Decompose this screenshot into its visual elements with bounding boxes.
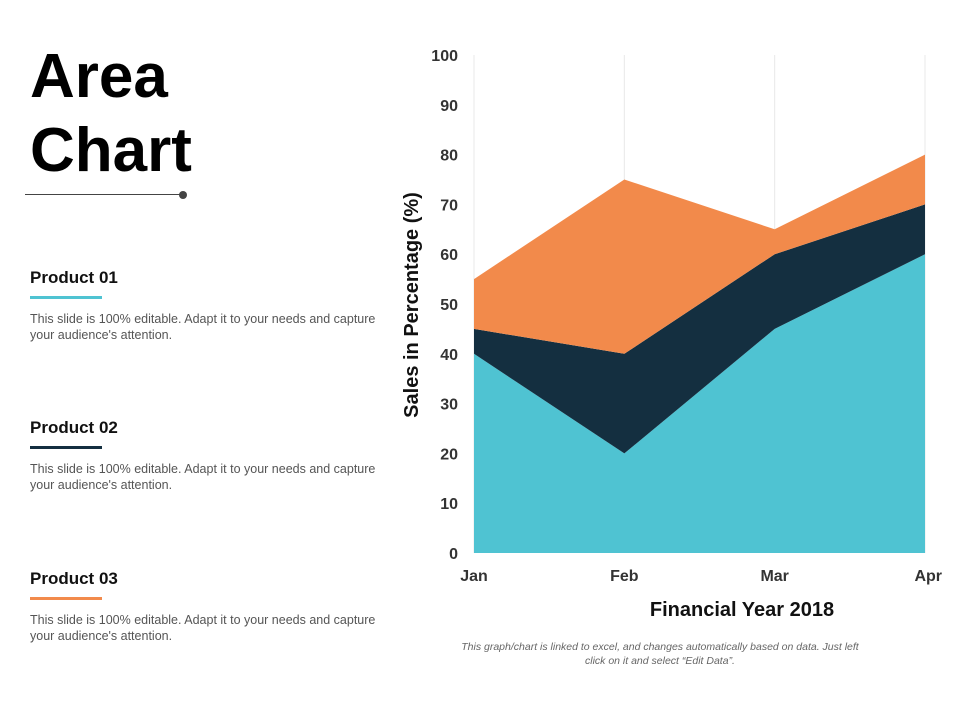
y-tick-label-80: 80 [440, 148, 458, 165]
y-tick-label-0: 0 [449, 546, 458, 563]
product-03-description: This slide is 100% editable. Adapt it to… [30, 613, 376, 643]
y-tick-label-30: 30 [440, 397, 458, 414]
x-tick-label-apr: Apr [914, 568, 942, 585]
y-tick-label-100: 100 [431, 48, 458, 65]
y-tick-label-60: 60 [440, 247, 458, 264]
x-tick-label-mar: Mar [760, 568, 788, 585]
title-line-2: Chart [30, 116, 192, 185]
y-tick-label-50: 50 [440, 297, 458, 314]
area-series-2 [474, 204, 925, 454]
y-tick-label-90: 90 [440, 98, 458, 115]
y-tick-label-40: 40 [440, 347, 458, 364]
x-axis-label: Financial Year 2018 [650, 599, 834, 621]
area-chart: 0 10 20 30 40 50 60 70 80 90 100 Jan Feb Mar Apr Sales … [401, 48, 942, 621]
y-tick-label-10: 10 [440, 496, 458, 513]
slide-title: Area Chart [30, 40, 350, 188]
area-series-3 [474, 154, 925, 354]
product-02-block: Product 02 This slide is 100% editable. … [30, 418, 380, 493]
title-divider-dot [179, 191, 187, 199]
product-02-color-bar [30, 446, 102, 449]
y-axis-label: Sales in Percentage (%) [401, 192, 423, 418]
title-divider-line [25, 194, 183, 195]
product-01-description: This slide is 100% editable. Adapt it to… [30, 312, 376, 342]
y-tick-label-70: 70 [440, 197, 458, 214]
product-01-color-bar [30, 296, 102, 299]
y-tick-label-20: 20 [440, 446, 458, 463]
x-tick-label-jan: Jan [460, 568, 488, 585]
area-series-1 [474, 254, 925, 553]
product-03-block: Product 03 This slide is 100% editable. … [30, 569, 380, 644]
product-01-block: Product 01 This slide is 100% editable. … [30, 268, 380, 343]
product-02-name: Product 02 [30, 418, 118, 437]
product-03-name: Product 03 [30, 569, 118, 588]
chart-caption: This graph/chart is linked to excel, and… [461, 641, 859, 667]
title-line-1: Area [30, 42, 168, 111]
product-01-name: Product 01 [30, 268, 118, 287]
product-03-color-bar [30, 597, 102, 600]
product-02-description: This slide is 100% editable. Adapt it to… [30, 462, 376, 492]
x-tick-label-feb: Feb [610, 568, 639, 585]
